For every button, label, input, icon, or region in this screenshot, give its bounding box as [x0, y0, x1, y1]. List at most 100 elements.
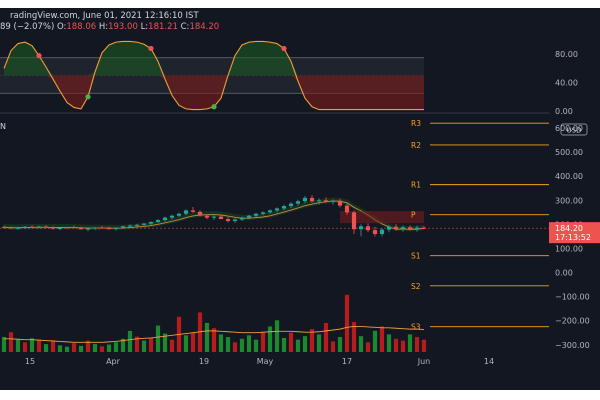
candle-body — [190, 210, 196, 212]
volume-bar — [358, 336, 364, 352]
candle-body — [134, 224, 140, 226]
candle-body — [71, 227, 77, 229]
candle-body — [295, 201, 301, 204]
pivot-label-r1: R1 — [411, 181, 421, 190]
pivot-label-r2: R2 — [411, 141, 421, 150]
currency-label[interactable]: USD — [567, 127, 582, 135]
volume-bar — [351, 322, 357, 352]
close-value: 184.20 — [189, 22, 220, 32]
oscillator-fill-bull — [4, 41, 424, 76]
candle-body — [92, 227, 98, 229]
candle-body — [176, 213, 182, 216]
pivot-label-s3: S3 — [411, 323, 421, 332]
volume-bar — [274, 320, 280, 352]
close-label: C: — [180, 22, 190, 32]
oscillator-axis-tick: 80.00 — [555, 50, 578, 59]
price-axis-tick: 0.00 — [555, 269, 573, 278]
chart-legend: radingView.com, June 01, 2021 12:16:10 I… — [0, 8, 560, 35]
volume-bar — [414, 337, 420, 352]
candle-body — [22, 226, 28, 228]
candle-body — [85, 228, 91, 230]
candle-body — [155, 220, 161, 222]
price-axis-tick: −200.00 — [555, 317, 590, 326]
candle-body — [15, 227, 21, 229]
volume-bar — [190, 332, 196, 352]
volume-bar — [232, 342, 238, 352]
candle-body — [421, 227, 427, 229]
volume-bar — [365, 342, 371, 352]
price-axis-tick: 500.00 — [555, 148, 583, 157]
candle-body — [113, 227, 119, 229]
volume-bar — [141, 340, 147, 352]
price-axis-canvas[interactable]: 80.0040.000.00600.00500.00400.00300.0020… — [549, 8, 600, 390]
candle-body — [400, 227, 406, 229]
candle-body — [407, 227, 413, 230]
symbol-title: radingView.com, June 01, 2021 12:16:10 I… — [10, 11, 199, 21]
chart-canvas[interactable]: R3 R2 R1 P S1 S2 S3 N 15 Apr 19 May 17 Jun 14 — [0, 8, 549, 390]
price-axis[interactable]: 80.0040.000.00600.00500.00400.00300.0020… — [549, 8, 600, 390]
volume-bar — [15, 339, 21, 352]
high-label: H: — [98, 22, 109, 32]
oscillator-axis-tick: 40.00 — [555, 79, 578, 88]
volume-bar — [323, 322, 329, 352]
candle-body — [393, 226, 399, 229]
time-axis-label: May — [257, 357, 274, 366]
price-axis-tick: 400.00 — [555, 172, 583, 181]
volume-bar — [169, 339, 175, 352]
open-value: 188.06 — [66, 22, 97, 32]
volume-bar — [50, 341, 56, 352]
volume-bar — [155, 325, 161, 352]
volume-bar — [204, 322, 210, 352]
volume-bar — [57, 345, 63, 352]
volume-bar — [239, 338, 245, 352]
pivot-label-s1: S1 — [411, 252, 421, 261]
candle-body — [211, 216, 217, 218]
open-label: O: — [56, 22, 67, 32]
volume-bar — [267, 326, 273, 352]
volume-bar — [337, 337, 343, 352]
volume-bar — [372, 330, 378, 352]
volume-bar — [211, 328, 217, 352]
candle-body — [64, 227, 70, 229]
volume-bar — [302, 336, 308, 352]
candle-body — [99, 227, 105, 229]
resistance-zone — [340, 211, 424, 224]
volume-bar — [295, 339, 301, 352]
bottom-margin — [0, 390, 600, 400]
volume-bar — [386, 334, 392, 352]
volume-bar — [120, 338, 126, 352]
oscillator-signal-sell-2 — [148, 45, 154, 52]
candle-body — [309, 197, 315, 202]
price-axis-tick: −100.00 — [555, 293, 590, 302]
candle-body — [204, 215, 210, 218]
candle-body — [281, 206, 287, 209]
volume-bar — [379, 326, 385, 352]
candle-body — [239, 217, 245, 220]
candle-body — [127, 225, 133, 227]
high-value: 193.00 — [108, 22, 138, 32]
candle-body — [323, 200, 329, 202]
candle-body — [351, 212, 357, 230]
volume-bar — [78, 345, 84, 352]
pane-label: N — [0, 122, 6, 131]
candle-body — [148, 221, 154, 224]
chart-area[interactable]: R3 R2 R1 P S1 S2 S3 N 15 Apr 19 May 17 Jun 14 — [0, 8, 549, 390]
low-value: 181.21 — [148, 22, 178, 32]
candle-body — [260, 212, 266, 214]
candle-body — [358, 226, 364, 230]
volume-bar — [64, 346, 70, 352]
volume-bar — [92, 344, 98, 352]
volume-bar — [309, 329, 315, 352]
volume-bar — [400, 340, 406, 352]
currency-badge — [560, 123, 588, 136]
candle-body — [253, 213, 259, 216]
candle-body — [57, 227, 63, 229]
volume-bar — [71, 343, 77, 352]
candle-body — [218, 216, 224, 220]
price-axis-tick: −300.00 — [555, 341, 590, 350]
candle-body — [372, 230, 378, 234]
time-axis-label: 17 — [342, 357, 352, 366]
candle-body — [225, 219, 231, 221]
pivot-label-p: P — [411, 211, 416, 220]
